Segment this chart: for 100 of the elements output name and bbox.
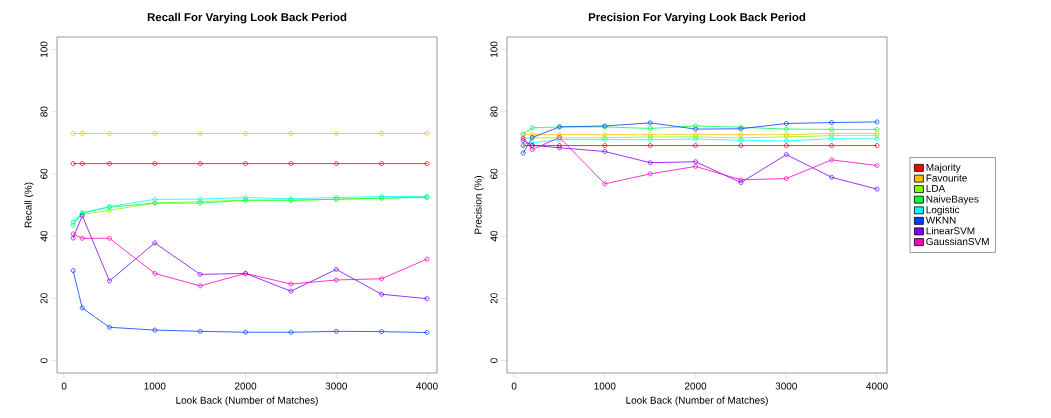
point (107, 278, 112, 284)
point (379, 131, 385, 136)
point (79, 305, 85, 311)
point (197, 271, 203, 277)
point (288, 161, 294, 167)
point (829, 136, 835, 142)
x-tick-label: 4000 (866, 382, 888, 390)
point (783, 176, 789, 181)
point (602, 143, 608, 148)
point (243, 161, 248, 167)
point (783, 126, 789, 132)
y-tick-label: 20 (490, 293, 498, 304)
chart-title: Recall For Varying Look Back Period (147, 12, 347, 24)
point (783, 143, 789, 148)
point (288, 329, 294, 335)
y-tick-label: 40 (40, 230, 48, 242)
point (829, 143, 835, 148)
x-tick-label: 0 (61, 382, 67, 390)
x-axis-title: Look Back (Number of Matches) (626, 396, 768, 406)
y-tick-label: 60 (40, 168, 48, 179)
y-tick-label: 100 (40, 41, 48, 57)
point (379, 161, 385, 167)
y-tick-label: 40 (490, 230, 498, 242)
point (107, 161, 112, 167)
x-tick-label: 1000 (144, 382, 166, 390)
x-tick-label: 3000 (325, 382, 347, 390)
legend-label: Majority (926, 163, 961, 173)
point (379, 329, 385, 335)
point (288, 131, 294, 136)
point (379, 276, 385, 282)
point (152, 240, 158, 246)
point (783, 121, 789, 126)
point (107, 131, 112, 136)
point (152, 271, 158, 276)
point (152, 131, 158, 136)
point (152, 197, 158, 202)
point (693, 159, 698, 165)
x-tick-label: 1000 (594, 382, 616, 390)
y-tick-label: 20 (40, 293, 48, 304)
y-tick-label: 80 (490, 106, 498, 117)
point (197, 131, 203, 136)
point (152, 161, 158, 167)
point (829, 127, 835, 132)
point (529, 147, 535, 153)
point (333, 267, 339, 272)
point (738, 143, 744, 148)
point (107, 324, 112, 330)
y-axis-title: Precision (%) (474, 176, 484, 234)
legend-label: LDA (926, 184, 946, 192)
x-tick-label: 3000 (775, 382, 797, 390)
x-axis-title: Look Back (Number of Matches) (176, 396, 318, 406)
legend-label: Favourite (926, 174, 967, 182)
y-axis-title: Recall (%) (24, 182, 34, 228)
point (829, 120, 835, 125)
point (79, 131, 85, 136)
point (152, 327, 158, 333)
point (333, 328, 339, 334)
point (333, 131, 339, 136)
point (379, 291, 385, 297)
point (197, 283, 203, 289)
point (693, 143, 698, 148)
point (333, 277, 339, 283)
point (647, 160, 653, 166)
point (647, 120, 653, 126)
point (602, 149, 608, 154)
y-tick-label: 0 (40, 358, 48, 363)
point (783, 138, 789, 144)
point (197, 328, 203, 334)
point (79, 235, 85, 241)
point (647, 126, 653, 131)
y-tick-label: 80 (40, 106, 48, 117)
point (693, 164, 698, 169)
legend-label: Logistic (926, 205, 960, 216)
y-tick-label: 0 (490, 358, 498, 363)
point (783, 152, 789, 157)
point (197, 161, 203, 167)
point (243, 131, 248, 136)
point (333, 161, 339, 167)
x-tick-label: 2000 (234, 382, 257, 390)
point (79, 161, 85, 167)
y-tick-label: 100 (490, 41, 498, 57)
point (529, 125, 535, 131)
chart-title: Precision For Varying Look Back Period (588, 12, 806, 24)
x-tick-label: 4000 (416, 382, 438, 390)
legend-label: LinearSVM (926, 227, 975, 235)
point (647, 143, 653, 148)
x-tick-label: 0 (511, 382, 517, 390)
point (243, 329, 248, 335)
point (647, 171, 653, 177)
x-tick-label: 2000 (684, 382, 707, 390)
point (288, 288, 294, 294)
legend-label: WKNN (925, 216, 956, 224)
legend-label: GaussianSVM (926, 237, 989, 246)
point (602, 181, 608, 187)
legend-label: NaiveBayes (926, 195, 979, 205)
point (829, 157, 835, 163)
y-tick-label: 60 (490, 168, 498, 179)
point (829, 174, 835, 180)
point (288, 281, 294, 287)
point (107, 235, 112, 241)
